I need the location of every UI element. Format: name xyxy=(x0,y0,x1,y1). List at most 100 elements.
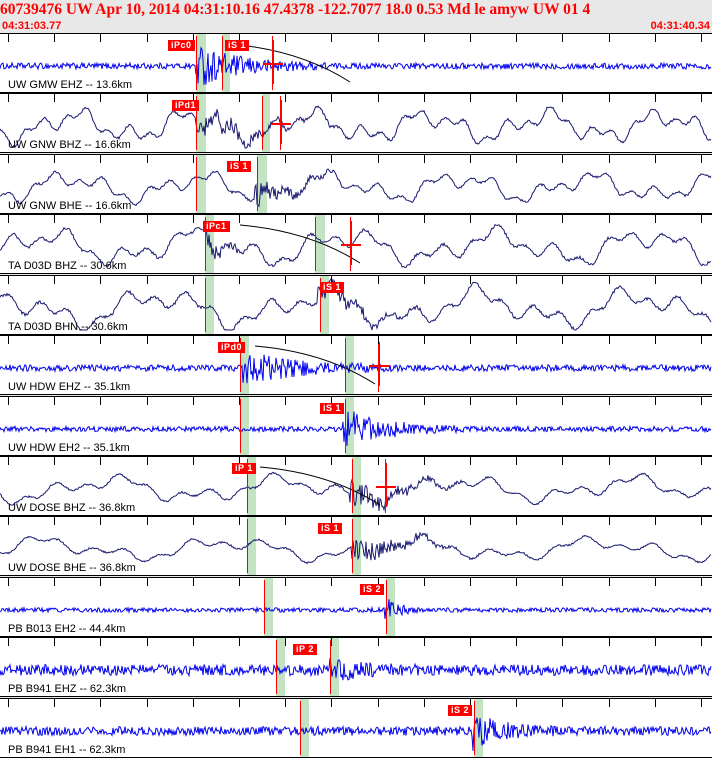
pick-line[interactable] xyxy=(205,217,206,271)
axis-tick xyxy=(701,94,702,102)
pick-line[interactable] xyxy=(320,278,321,332)
phase-pick-label[interactable]: iS 2 xyxy=(448,705,473,716)
axis-tick xyxy=(285,578,286,586)
phase-pick-label[interactable]: iS 1 xyxy=(225,40,250,51)
trace-panel[interactable]: iS 1 TA D03D BHN -- 30.6km xyxy=(0,275,712,335)
axis-tick xyxy=(378,578,379,586)
axis-tick xyxy=(54,215,55,223)
axis-tick xyxy=(609,699,610,707)
trace-panel[interactable]: iS 1 UW HDW EH2 -- 35.1km xyxy=(0,396,712,456)
phase-pick-label[interactable]: iPd0 xyxy=(218,342,246,353)
axis-tick xyxy=(655,578,656,586)
axis-tick xyxy=(100,638,101,646)
channel-label: UW DOSE BHE -- 36.8km xyxy=(8,562,136,574)
s-window-band xyxy=(262,94,270,152)
trace-panel[interactable]: iPc0 iS 1 UW GMW EHZ -- 13.6km xyxy=(0,33,712,93)
channel-label: TA D03D BHN -- 30.6km xyxy=(8,321,128,333)
pick-line[interactable] xyxy=(352,519,353,573)
waveform-trace xyxy=(0,717,712,751)
axis-tick xyxy=(701,517,702,525)
pick-line[interactable] xyxy=(330,640,331,694)
trace-panel[interactable]: iP 1 UW DOSE BHZ -- 36.8km xyxy=(0,456,712,516)
pick-line[interactable] xyxy=(247,519,248,573)
axis-tick xyxy=(424,155,425,163)
axis-tick xyxy=(8,578,9,586)
trace-panel[interactable]: iP 2 PB B941 EHZ -- 62.3km xyxy=(0,637,712,697)
axis-tick xyxy=(147,397,148,405)
pick-line[interactable] xyxy=(345,338,346,392)
trace-panel[interactable]: iS 2 PB B013 EH2 -- 44.4km xyxy=(0,577,712,637)
trace-panel[interactable]: iPc1 TA D03D BHZ -- 30.6km xyxy=(0,214,712,274)
phase-pick-label[interactable]: iPd1 xyxy=(172,100,200,111)
phase-pick-label[interactable]: iP 1 xyxy=(232,463,256,474)
pick-line[interactable] xyxy=(345,399,346,453)
phase-pick-label[interactable]: iS 1 xyxy=(320,282,345,293)
pick-line[interactable] xyxy=(240,399,241,453)
axis-tick xyxy=(516,276,517,284)
channel-label: UW HDW EHZ -- 35.1km xyxy=(8,381,131,393)
axis-tick xyxy=(331,94,332,102)
pick-line[interactable] xyxy=(222,36,223,90)
phase-pick-label[interactable]: iPc1 xyxy=(203,221,230,232)
pick-line[interactable] xyxy=(276,640,277,694)
axis-tick xyxy=(470,336,471,344)
pick-line[interactable] xyxy=(352,459,353,513)
trace-panel[interactable]: iPd1 UW GNW BHZ -- 16.6km xyxy=(0,93,712,153)
pick-line[interactable] xyxy=(240,338,241,392)
trace-panel[interactable]: iS 1 UW DOSE BHE -- 36.8km xyxy=(0,516,712,576)
pick-line[interactable] xyxy=(196,96,197,150)
predicted-arrival-curve xyxy=(259,466,381,506)
axis-tick xyxy=(655,155,656,163)
pick-line[interactable] xyxy=(386,580,387,634)
axis-tick xyxy=(701,638,702,646)
amplitude-marker[interactable] xyxy=(272,40,274,84)
axis-tick xyxy=(424,276,425,284)
pick-line[interactable] xyxy=(247,459,248,513)
phase-pick-label[interactable]: iS 1 xyxy=(318,523,343,534)
axis-tick xyxy=(331,336,332,344)
axis-tick xyxy=(285,457,286,465)
pick-line[interactable] xyxy=(257,157,258,211)
axis-tick xyxy=(54,276,55,284)
waveform-trace xyxy=(0,168,712,208)
waveform-trace xyxy=(0,599,712,619)
amplitude-marker-crossbar xyxy=(376,486,396,488)
amplitude-marker[interactable] xyxy=(350,221,352,265)
phase-pick-label[interactable]: iS 1 xyxy=(227,161,252,172)
axis-tick xyxy=(100,215,101,223)
axis-tick xyxy=(562,578,563,586)
amplitude-marker[interactable] xyxy=(385,463,387,507)
time-axis xyxy=(0,155,712,163)
amplitude-marker[interactable] xyxy=(280,100,282,144)
axis-tick xyxy=(239,457,240,465)
axis-tick xyxy=(239,215,240,223)
pick-line[interactable] xyxy=(474,701,475,755)
pick-line[interactable] xyxy=(262,96,263,150)
pick-line[interactable] xyxy=(300,701,301,755)
phase-pick-label[interactable]: iP 2 xyxy=(293,644,317,655)
axis-tick xyxy=(470,517,471,525)
phase-pick-label[interactable]: iPc0 xyxy=(168,40,195,51)
axis-tick xyxy=(609,155,610,163)
axis-tick xyxy=(54,397,55,405)
axis-tick xyxy=(100,34,101,42)
phase-pick-label[interactable]: iS 2 xyxy=(360,584,385,595)
s-window-band xyxy=(257,155,267,213)
axis-tick xyxy=(8,276,9,284)
pick-line[interactable] xyxy=(205,278,206,332)
pick-line[interactable] xyxy=(196,157,197,211)
axis-tick xyxy=(331,155,332,163)
axis-tick xyxy=(424,94,425,102)
axis-tick xyxy=(331,215,332,223)
pick-line[interactable] xyxy=(264,580,265,634)
trace-panel[interactable]: iPd0 UW HDW EHZ -- 35.1km xyxy=(0,335,712,395)
phase-pick-label[interactable]: iS 1 xyxy=(320,403,345,414)
axis-tick xyxy=(193,638,194,646)
s-window-band xyxy=(196,34,206,92)
pick-line[interactable] xyxy=(196,36,197,90)
pick-line[interactable] xyxy=(315,217,316,271)
trace-panel[interactable]: iS 1 UW GNW BHE -- 16.6km xyxy=(0,154,712,214)
amplitude-marker[interactable] xyxy=(378,342,380,386)
s-window-band xyxy=(276,638,285,696)
trace-panel[interactable]: iS 2 PB B941 EH1 -- 62.3km xyxy=(0,698,712,758)
